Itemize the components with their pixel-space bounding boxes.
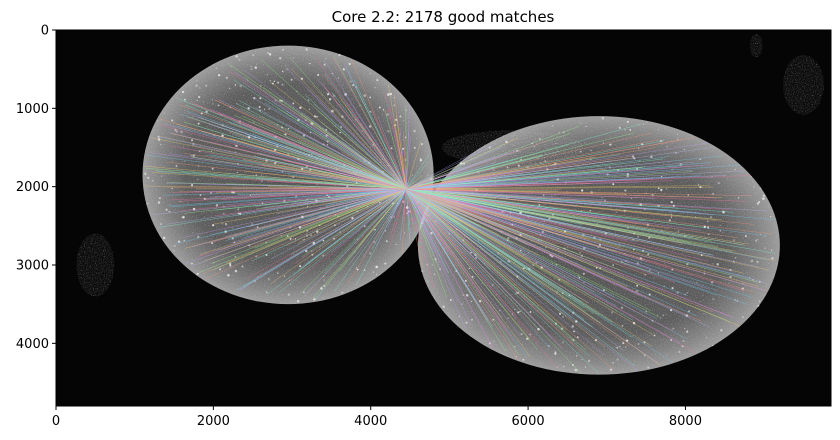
axes-frame [55,29,832,407]
x-tick-label: 0 [52,414,60,429]
y-tick-label: 1000 [16,102,49,117]
tissue-fragment [749,33,763,58]
x-tick-label: 8000 [669,414,702,429]
tissue-fragment [441,130,584,165]
match-lines [144,55,776,375]
image-axes: 0 2000 4000 6000 8000 0 1000 2000 3000 4000 [16,24,832,429]
tissue-fragment [783,55,824,115]
x-tick-label: 6000 [512,414,545,429]
tissue-fragment [76,233,115,297]
image-content [76,33,824,375]
y-tick-label: 3000 [16,259,49,274]
figure-title: Core 2.2: 2178 good matches [332,8,555,26]
y-tick-label: 0 [41,24,49,39]
y-tick-label: 4000 [16,337,49,352]
x-axis: 0 2000 4000 6000 8000 [52,406,702,429]
x-tick-label: 4000 [354,414,387,429]
y-tick-label: 2000 [16,180,49,195]
x-tick-label: 2000 [197,414,230,429]
y-axis: 0 1000 2000 3000 4000 [16,24,56,352]
match-line [282,99,554,229]
